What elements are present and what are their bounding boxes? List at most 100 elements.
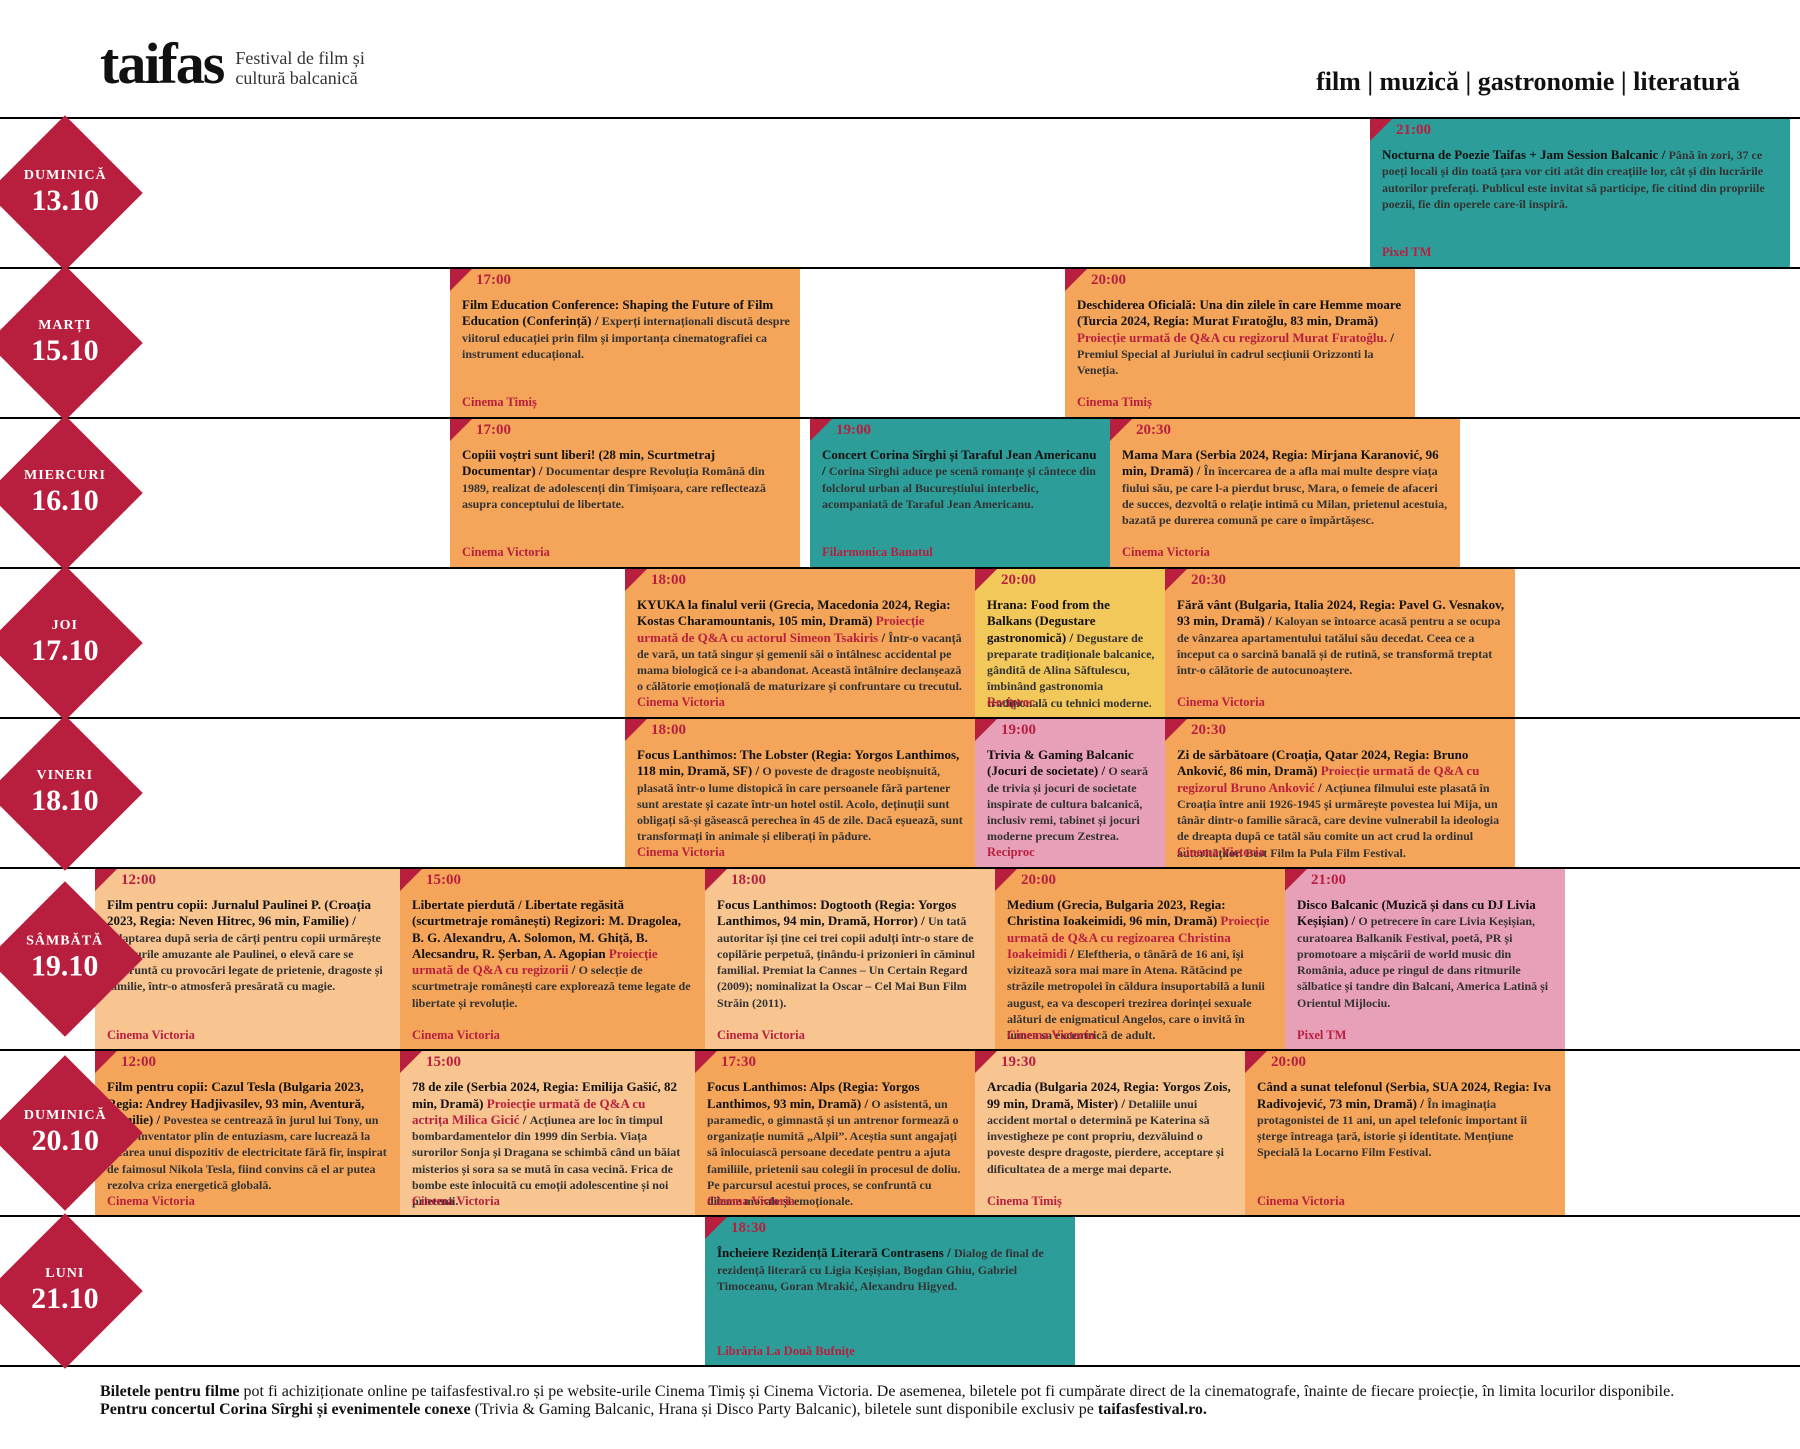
day-date: 17.10 xyxy=(31,634,99,668)
footer-text-1: pot fi achiziționate online pe taifasfes… xyxy=(244,1383,1675,1400)
event-title: Trivia & Gaming Balcanic (Jocuri de soci… xyxy=(987,747,1155,845)
event-venue: Librăria La Două Bufnițe xyxy=(717,1344,855,1360)
events-track: 17:00Copiii voștri sunt liberi! (28 min,… xyxy=(0,419,1800,567)
event-venue: Cinema Victoria xyxy=(1122,545,1210,561)
day-date: 18.10 xyxy=(31,784,99,818)
event-card[interactable]: 18:00Focus Lanthimos: Dogtooth (Regia: Y… xyxy=(705,869,995,1049)
day-name: DUMINICĂ xyxy=(24,168,107,184)
events-track: 12:00 Film pentru copii: Jurnalul Pauline… xyxy=(0,869,1800,1049)
event-time: 17:30 xyxy=(721,1053,756,1072)
event-venue: Cinema Victoria xyxy=(1177,845,1265,861)
event-card[interactable]: 20:30Fără vânt (Bulgaria, Italia 2024, R… xyxy=(1165,569,1515,717)
event-title: Hrana: Food from the Balkans (Degustare … xyxy=(987,597,1155,711)
event-time: 20:00 xyxy=(1271,1053,1306,1072)
day-name: MIERCURI xyxy=(24,468,106,484)
event-title: Film Education Conference: Shaping the F… xyxy=(462,297,790,362)
event-time: 12:00 xyxy=(121,871,156,890)
event-venue: Cinema Victoria xyxy=(637,695,725,711)
event-card[interactable]: 18:30Încheiere Rezidență Literară Contra… xyxy=(705,1217,1075,1365)
event-title: Focus Lanthimos: Alps (Regia: Yorgos Lan… xyxy=(707,1079,965,1209)
event-venue: Reciproc xyxy=(987,695,1035,711)
event-title: Zi de sărbătoare (Croația, Qatar 2024, R… xyxy=(1177,747,1505,861)
day-date: 16.10 xyxy=(24,484,106,518)
event-time: 15:00 xyxy=(426,871,461,890)
event-desc: Corina Sîrghi aduce pe scenă romanțe și … xyxy=(822,464,1096,511)
event-time: 19:00 xyxy=(836,421,871,440)
event-time: 21:00 xyxy=(1311,871,1346,890)
day-label: JOI 17.10 xyxy=(10,588,120,698)
event-venue: Cinema Victoria xyxy=(1177,695,1265,711)
day-date: 21.10 xyxy=(31,1282,99,1316)
event-venue: Filarmonica Banatul xyxy=(822,545,933,561)
day-label: MIERCURI 16.10 xyxy=(10,438,120,548)
event-card[interactable]: 19:30Arcadia (Bulgaria 2024, Regia: Yorg… xyxy=(975,1051,1245,1215)
event-venue: Cinema Victoria xyxy=(1007,1028,1095,1044)
event-venue: Cinema Victoria xyxy=(707,1194,795,1210)
event-card[interactable]: 17:00 Film Education Conference: Shaping … xyxy=(450,269,800,417)
events-track: 17:00 Film Education Conference: Shaping … xyxy=(0,269,1800,417)
event-title: Când a sunat telefonul (Serbia, SUA 2024… xyxy=(1257,1079,1555,1160)
day-row: JOI 17.10 18:00KYUKA la finalul verii (G… xyxy=(0,569,1800,719)
event-time: 21:00 xyxy=(1396,121,1431,140)
day-date: 20.10 xyxy=(24,1124,107,1158)
event-card[interactable]: 19:00Trivia & Gaming Balcanic (Jocuri de… xyxy=(975,719,1165,867)
logo: taifas xyxy=(100,30,223,97)
footer-text-2: (Trivia & Gaming Balcanic, Hrana și Disc… xyxy=(475,1401,1098,1418)
event-qa: Proiecție urmată de Q&A cu regizorul Mur… xyxy=(1077,330,1387,345)
event-desc: Adaptarea după seria de cărți pentru cop… xyxy=(107,931,383,994)
event-title: Încheiere Rezidență Literară Contrasens … xyxy=(717,1245,1065,1294)
events-track: 18:00Focus Lanthimos: The Lobster (Regia… xyxy=(0,719,1800,867)
day-row: VINERI 18.10 18:00Focus Lanthimos: The L… xyxy=(0,719,1800,869)
event-venue: Cinema Victoria xyxy=(717,1028,805,1044)
day-label: DUMINICĂ 20.10 xyxy=(10,1078,120,1188)
day-name: LUNI xyxy=(31,1266,99,1282)
event-time: 20:30 xyxy=(1136,421,1171,440)
event-card[interactable]: 21:00Nocturna de Poezie Taifas + Jam Ses… xyxy=(1370,119,1790,267)
event-venue: Cinema Timiș xyxy=(987,1194,1062,1210)
event-card[interactable]: 15:00 78 de zile (Serbia 2024, Regia: Emi… xyxy=(400,1051,695,1215)
event-desc: O petrecere în care Livia Keșișian, cura… xyxy=(1297,914,1548,1009)
event-venue: Cinema Victoria xyxy=(412,1028,500,1044)
event-card[interactable]: 19:00Concert Corina Sîrghi și Taraful Je… xyxy=(810,419,1110,567)
events-track: 18:00KYUKA la finalul verii (Grecia, Mac… xyxy=(0,569,1800,717)
event-title: Focus Lanthimos: The Lobster (Regia: Yor… xyxy=(637,747,965,845)
event-venue: Cinema Victoria xyxy=(412,1194,500,1210)
day-label: LUNI 21.10 xyxy=(10,1236,120,1346)
event-venue: Pixel TM xyxy=(1297,1028,1346,1044)
event-title: 78 de zile (Serbia 2024, Regia: Emilija … xyxy=(412,1079,685,1209)
event-card[interactable]: 18:00KYUKA la finalul verii (Grecia, Mac… xyxy=(625,569,975,717)
event-card[interactable]: 20:30Zi de sărbătoare (Croația, Qatar 20… xyxy=(1165,719,1515,867)
event-title: Medium (Grecia, Bulgaria 2023, Regia: Ch… xyxy=(1007,897,1275,1043)
event-time: 17:00 xyxy=(476,421,511,440)
event-card[interactable]: 15:00Libertate pierdută / Libertate regă… xyxy=(400,869,705,1049)
event-card[interactable]: 20:00 Hrana: Food from the Balkans (Degus… xyxy=(975,569,1165,717)
event-title: Fără vânt (Bulgaria, Italia 2024, Regia:… xyxy=(1177,597,1505,678)
footer: Biletele pentru filme pot fi achiziționa… xyxy=(0,1367,1800,1449)
day-label: VINERI 18.10 xyxy=(10,738,120,848)
header: taifas Festival de film și cultură balca… xyxy=(0,0,1800,117)
event-title: Film pentru copii: Jurnalul Paulinei P. … xyxy=(107,897,390,995)
event-card[interactable]: 21:00Disco Balcanic (Muzică și dans cu D… xyxy=(1285,869,1565,1049)
event-venue: Cinema Victoria xyxy=(1257,1194,1345,1210)
event-time: 17:00 xyxy=(476,271,511,290)
event-card[interactable]: 20:30Mama Mara (Serbia 2024, Regia: Mirj… xyxy=(1110,419,1460,567)
day-name: MARȚI xyxy=(31,318,99,334)
day-date: 15.10 xyxy=(31,334,99,368)
event-time: 20:00 xyxy=(1001,571,1036,590)
event-title: Deschiderea Oficială: Una din zilele în … xyxy=(1077,297,1405,378)
event-title: Film pentru copii: Cazul Tesla (Bulgaria… xyxy=(107,1079,390,1193)
event-card[interactable]: 20:00 Deschiderea Oficială: Una din zilel… xyxy=(1065,269,1415,417)
event-card[interactable]: 17:30 Focus Lanthimos: Alps (Regia: Yorgo… xyxy=(695,1051,975,1215)
day-name: JOI xyxy=(31,618,99,634)
event-time: 15:00 xyxy=(426,1053,461,1072)
event-card[interactable]: 18:00Focus Lanthimos: The Lobster (Regia… xyxy=(625,719,975,867)
event-time: 20:00 xyxy=(1091,271,1126,290)
event-card[interactable]: 17:00Copiii voștri sunt liberi! (28 min,… xyxy=(450,419,800,567)
event-venue: Cinema Timiș xyxy=(462,395,537,411)
event-title: Arcadia (Bulgaria 2024, Regia: Yorgos Zo… xyxy=(987,1079,1235,1177)
event-card[interactable]: 20:00Medium (Grecia, Bulgaria 2023, Regi… xyxy=(995,869,1285,1049)
event-card[interactable]: 20:00 Când a sunat telefonul (Serbia, SUA… xyxy=(1245,1051,1565,1215)
footer-bold-3: taifasfestival.ro. xyxy=(1098,1401,1207,1418)
event-venue: Cinema Victoria xyxy=(107,1194,195,1210)
day-label: MARȚI 15.10 xyxy=(10,288,120,398)
